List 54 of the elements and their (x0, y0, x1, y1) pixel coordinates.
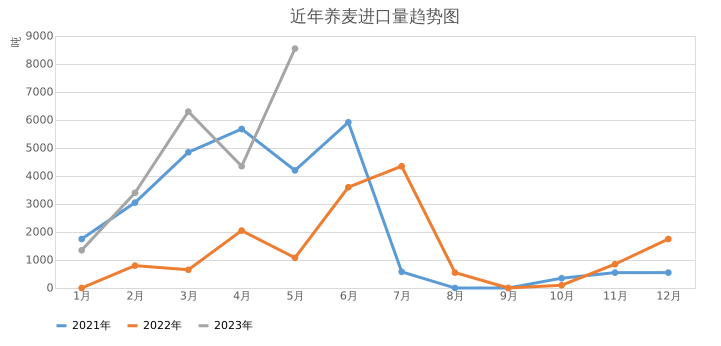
y-axis-title: 吨 (10, 36, 23, 48)
x-tick-label: 7月 (393, 290, 412, 302)
point (132, 262, 138, 269)
x-tick-label: 11月 (603, 290, 628, 302)
point (664, 236, 672, 242)
x-tick-label: 5月 (286, 290, 304, 302)
point (184, 148, 192, 156)
y-tick-label: 9000 (26, 30, 54, 42)
legend-label: 2021年 (72, 318, 111, 332)
x-tick-label: 1月 (73, 290, 92, 302)
point (452, 284, 458, 292)
point (398, 268, 406, 276)
point (344, 118, 352, 126)
y-tick-label: 1000 (26, 254, 54, 266)
point (558, 282, 566, 289)
point (292, 167, 298, 174)
legend-label: 2022年 (143, 318, 182, 332)
point (132, 199, 138, 206)
y-tick-label: 4000 (26, 170, 54, 182)
y-tick-label: 0 (46, 282, 54, 294)
point (184, 266, 192, 274)
point (238, 126, 246, 132)
point (558, 274, 566, 282)
y-tick-label: 6000 (26, 114, 54, 126)
x-tick-label: 3月 (180, 290, 198, 302)
x-tick-label: 10月 (550, 290, 575, 302)
x-tick-label: 12月 (656, 290, 682, 302)
point (78, 284, 86, 292)
y-tick-label: 2000 (26, 226, 54, 238)
point (292, 254, 298, 262)
x-tick-label: 4月 (233, 290, 252, 302)
point (292, 45, 298, 52)
y-tick-label: 7000 (26, 86, 54, 98)
x-tick-label: 6月 (340, 290, 358, 302)
point (78, 236, 86, 242)
point (78, 246, 86, 254)
point (184, 108, 192, 115)
point (612, 269, 618, 276)
x-tick-label: 9月 (500, 290, 518, 302)
point (344, 184, 352, 191)
point (612, 260, 618, 268)
point (664, 269, 672, 276)
point (132, 189, 138, 196)
x-tick-label: 8月 (446, 290, 464, 302)
y-tick-label: 3000 (26, 198, 54, 210)
x-tick-label: 2月 (126, 290, 144, 302)
point (398, 162, 406, 170)
point (452, 269, 458, 276)
y-tick-label: 5000 (26, 142, 54, 154)
y-tick-label: 8000 (26, 58, 54, 70)
chart-title: 近年养麦进口量趋势图 (290, 7, 460, 27)
point (238, 227, 246, 234)
point (238, 162, 246, 170)
legend-label: 2023年 (214, 318, 253, 332)
